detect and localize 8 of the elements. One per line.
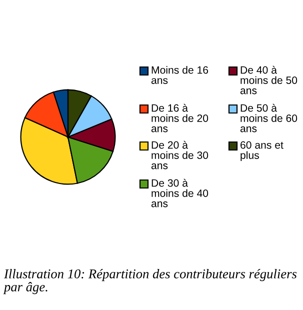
text: Illustration 10: Répartition des contributeurs réguliers par âge. xyxy=(3,269,297,294)
legend-label: Moins de 16 ans xyxy=(151,66,208,84)
legend-label: De 50 à moins de 60 ans xyxy=(240,104,298,132)
legend-label: De 20 à moins de 30 ans xyxy=(151,140,208,170)
legend-label: De 16 à moins de 20 ans xyxy=(151,104,208,132)
legend-label: 60 ans et plus xyxy=(240,141,284,162)
legend-label: De 30 à moins de 40 ans xyxy=(151,178,208,208)
legend-label: De 40 à moins de 50 ans xyxy=(240,66,298,94)
